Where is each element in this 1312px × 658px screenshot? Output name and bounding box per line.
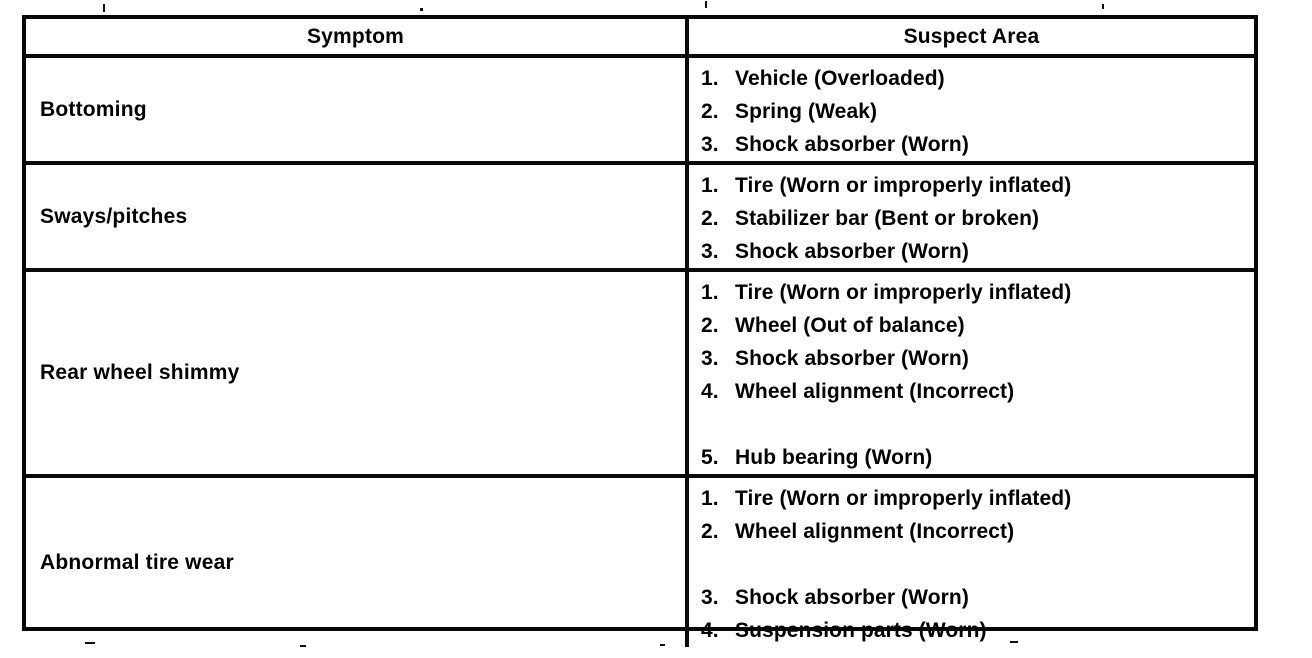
suspect-item: 1. Tire (Worn or improperly inflated): [701, 276, 1248, 309]
scan-artifact: [103, 4, 105, 12]
suspect-item: 2. Stabilizer bar (Bent or broken): [701, 202, 1248, 235]
suspect-item-text: Wheel (Out of balance): [735, 313, 965, 337]
suspect-item-text: Shock absorber (Worn): [735, 239, 969, 263]
suspect-item-text: Shock absorber (Worn): [735, 346, 969, 370]
suspect-item: 1. Vehicle (Overloaded): [701, 62, 1248, 95]
suspect-item-text: Wheel alignment (Incorrect): [735, 379, 1015, 403]
suspect-item-number: 3.: [701, 132, 719, 156]
suspect-cell: 1. Tire (Worn or improperly inflated) 2.…: [685, 165, 1254, 268]
suspect-item: 3. Shock absorber (Worn): [701, 235, 1248, 268]
suspect-item-number: 2.: [701, 519, 719, 543]
suspect-item-text: Vehicle (Overloaded): [735, 66, 945, 90]
suspect-item-blank: [701, 548, 1248, 581]
suspect-item-text: Tire (Worn or improperly inflated): [735, 173, 1072, 197]
suspect-item-text: Stabilizer bar (Bent or broken): [735, 206, 1040, 230]
header-suspect-area: Suspect Area: [685, 19, 1254, 54]
suspect-item-number: 1.: [701, 173, 719, 197]
suspect-item: 2. Wheel alignment (Incorrect): [701, 515, 1248, 548]
suspect-item-number: 1.: [701, 486, 719, 510]
suspect-cell: 1. Tire (Worn or improperly inflated) 2.…: [685, 272, 1254, 474]
suspect-item-number: 3.: [701, 346, 719, 370]
symptom-label: Sways/pitches: [40, 204, 188, 228]
scan-artifact: [1010, 641, 1018, 643]
suspect-item: 1. Tire (Worn or improperly inflated): [701, 482, 1248, 515]
suspect-item: 3. Shock absorber (Worn): [701, 581, 1248, 614]
scan-artifact: [660, 644, 665, 646]
suspect-item: 2. Wheel (Out of balance): [701, 309, 1248, 342]
suspect-item: 4. Suspension parts (Worn): [701, 614, 1248, 647]
symptom-label: Bottoming: [40, 97, 147, 121]
table-row: Bottoming 1. Vehicle (Overloaded) 2. Spr…: [26, 54, 1254, 161]
suspect-cell: 1. Vehicle (Overloaded) 2. Spring (Weak)…: [685, 58, 1254, 161]
scan-artifact: [1102, 4, 1104, 9]
suspect-item-number: 1.: [701, 66, 719, 90]
symptom-cell: Sways/pitches: [26, 165, 685, 268]
symptom-label: Rear wheel shimmy: [40, 361, 240, 384]
suspect-item: 2. Spring (Weak): [701, 95, 1248, 128]
symptom-cell: Abnormal tire wear: [26, 478, 685, 647]
suspect-item-number: 2.: [701, 99, 719, 123]
suspect-item-number: 3.: [701, 585, 719, 609]
suspect-item-number: 4.: [701, 618, 719, 642]
suspect-item-number: 3.: [701, 239, 719, 263]
table-row: Sways/pitches 1. Tire (Worn or improperl…: [26, 161, 1254, 268]
scan-artifact: [85, 642, 95, 644]
suspect-item: 3. Shock absorber (Worn): [701, 128, 1248, 161]
suspect-item: 5. Hub bearing (Worn): [701, 441, 1248, 474]
suspect-item: 1. Tire (Worn or improperly inflated): [701, 169, 1248, 202]
symptom-cell: Bottoming: [26, 58, 685, 161]
suspect-item-text: Tire (Worn or improperly inflated): [735, 486, 1072, 510]
suspect-item-text: Shock absorber (Worn): [735, 585, 969, 609]
suspect-item-number: 1.: [701, 280, 719, 304]
symptom-cell: Rear wheel shimmy: [26, 272, 685, 474]
suspect-item: 3. Shock absorber (Worn): [701, 342, 1248, 375]
suspect-item-blank: [701, 408, 1248, 441]
scan-artifact: [300, 645, 306, 647]
table-header-row: Symptom Suspect Area: [26, 19, 1254, 54]
table-row: Rear wheel shimmy 1. Tire (Worn or impro…: [26, 268, 1254, 474]
suspect-item-text: Hub bearing (Worn): [735, 445, 933, 469]
scan-artifact: [420, 8, 423, 11]
suspect-item-text: Shock absorber (Worn): [735, 132, 969, 156]
suspect-item-text: Suspension parts (Worn): [735, 618, 987, 642]
suspect-item-number: 2.: [701, 313, 719, 337]
suspect-item-text: Spring (Weak): [735, 99, 878, 123]
suspect-item-text: Wheel alignment (Incorrect): [735, 519, 1015, 543]
suspect-item-number: 4.: [701, 379, 719, 403]
symptom-suspect-table: Symptom Suspect Area Bottoming 1. Vehicl…: [22, 15, 1258, 647]
suspect-item-text: Tire (Worn or improperly inflated): [735, 280, 1072, 304]
table-row: Abnormal tire wear 1. Tire (Worn or impr…: [26, 474, 1254, 647]
suspect-item-number: 5.: [701, 445, 719, 469]
suspect-item-number: 2.: [701, 206, 719, 230]
scan-artifact: [705, 1, 707, 8]
suspect-item: 4. Wheel alignment (Incorrect): [701, 375, 1248, 408]
suspect-cell: 1. Tire (Worn or improperly inflated) 2.…: [685, 478, 1254, 647]
header-symptom: Symptom: [306, 24, 405, 48]
symptom-label: Abnormal tire wear: [40, 550, 234, 574]
